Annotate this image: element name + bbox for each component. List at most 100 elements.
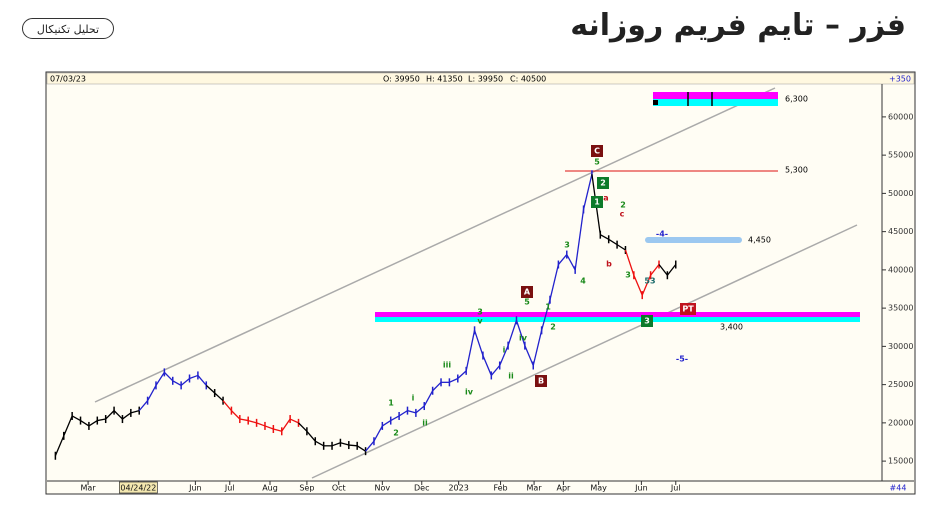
corner-label: #44 <box>890 484 907 493</box>
price-segment <box>557 254 568 265</box>
price-segment <box>499 345 509 366</box>
wave-label: v <box>477 317 483 326</box>
price-segment <box>356 445 366 452</box>
price-segment <box>348 444 358 447</box>
wave-label: 5 <box>594 158 600 167</box>
y-tick-label: 60000 <box>888 112 913 121</box>
wave-label: 2 <box>600 179 606 188</box>
wave-label: i <box>412 394 415 403</box>
level-zone <box>375 317 860 322</box>
wave-label: -4- <box>656 230 668 239</box>
price-segment <box>63 415 73 437</box>
price-segment <box>155 372 165 386</box>
wave-label: i <box>503 346 506 355</box>
price-segment <box>600 234 610 240</box>
price-segment <box>398 410 408 417</box>
price-segment <box>423 390 434 407</box>
analysis-button[interactable]: تحلیل تکنیکال <box>22 18 114 39</box>
price-segment <box>473 330 484 356</box>
x-tick-label: Jun <box>188 484 202 493</box>
price-segment <box>650 264 660 276</box>
wave-label: 3 <box>625 271 631 280</box>
price-segment <box>248 419 257 424</box>
price-segment <box>214 392 224 402</box>
wave-label-box <box>641 315 653 327</box>
y-tick-label: 15000 <box>888 457 913 466</box>
x-tick-label: Jul <box>224 484 235 493</box>
info-high: H: 41350 <box>426 75 463 84</box>
x-tick-label: Oct <box>332 484 346 493</box>
price-segment <box>113 410 123 420</box>
level-label: 5,300 <box>785 166 808 175</box>
price-segment <box>381 420 392 427</box>
price-segment <box>524 345 534 366</box>
price-segment <box>163 371 174 382</box>
wave-label: 3 <box>564 241 570 250</box>
level-zone <box>375 312 860 317</box>
price-segment <box>222 400 232 412</box>
chart-frame <box>45 71 916 495</box>
price-segment <box>608 238 618 246</box>
wave-label: B <box>538 377 544 386</box>
wave-label-box <box>591 145 603 157</box>
price-segment <box>449 377 459 383</box>
level-zone <box>653 92 778 99</box>
y-tick-label: 25000 <box>888 380 913 389</box>
price-segment <box>298 422 308 432</box>
wave-label: A <box>524 288 531 297</box>
wave-label: C <box>594 147 600 156</box>
level-zone <box>645 237 742 243</box>
level-label: 6,300 <box>785 95 808 104</box>
info-low: L: 39950 <box>468 75 503 84</box>
price-segment <box>507 320 518 346</box>
x-tick-label: Dec <box>414 484 429 493</box>
price-segment <box>582 174 593 210</box>
x-tick-label: 04/24/22 <box>120 484 156 493</box>
price-segment <box>273 428 282 432</box>
price-segment <box>415 405 425 414</box>
wave-label: 1 <box>594 198 600 207</box>
price-segment <box>264 425 274 430</box>
price-segment <box>616 244 626 251</box>
channel-upper <box>94 87 776 403</box>
wave-label: iii <box>443 361 451 370</box>
price-segment <box>340 442 349 446</box>
x-tick-label: 2023 <box>448 484 468 493</box>
price-segment <box>180 377 190 386</box>
wave-label: 4 <box>580 277 586 286</box>
wave-label: a <box>603 194 608 203</box>
wave-label: 1 <box>388 399 394 408</box>
price-segment <box>432 381 442 392</box>
price-segment <box>314 440 324 447</box>
info-date: 07/03/23 <box>50 75 86 84</box>
price-segment <box>390 415 400 422</box>
wave-label: PT <box>682 305 694 314</box>
y-tick-label: 55000 <box>888 151 913 160</box>
price-segment <box>666 264 677 276</box>
page-title: فزر – تایم فریم روزانه <box>570 8 906 43</box>
y-tick-label: 40000 <box>888 265 913 274</box>
price-segment <box>189 374 199 380</box>
wave-label: -5- <box>676 355 688 364</box>
wave-label: c <box>620 210 625 219</box>
wave-label: iv <box>465 388 474 397</box>
price-segment <box>281 418 291 432</box>
wave-label-box <box>680 303 696 315</box>
price-segment <box>130 409 140 414</box>
info-bar <box>46 72 915 85</box>
x-tick-label: Mar <box>81 484 97 493</box>
wave-label: 3 <box>644 317 650 326</box>
price-segment <box>54 435 65 457</box>
wave-label: 5 <box>524 298 530 307</box>
level-label: 3,400 <box>720 323 743 332</box>
wave-label: b <box>606 260 612 269</box>
y-tick-label: 45000 <box>888 227 913 236</box>
x-tick-highlight <box>119 481 158 494</box>
x-tick-label: Jul <box>670 484 681 493</box>
x-tick-label: Aug <box>262 484 278 493</box>
price-segment <box>549 264 560 300</box>
x-tick-label: Nov <box>375 484 391 493</box>
price-segment <box>624 249 635 276</box>
wave-label: 3 <box>477 308 483 317</box>
